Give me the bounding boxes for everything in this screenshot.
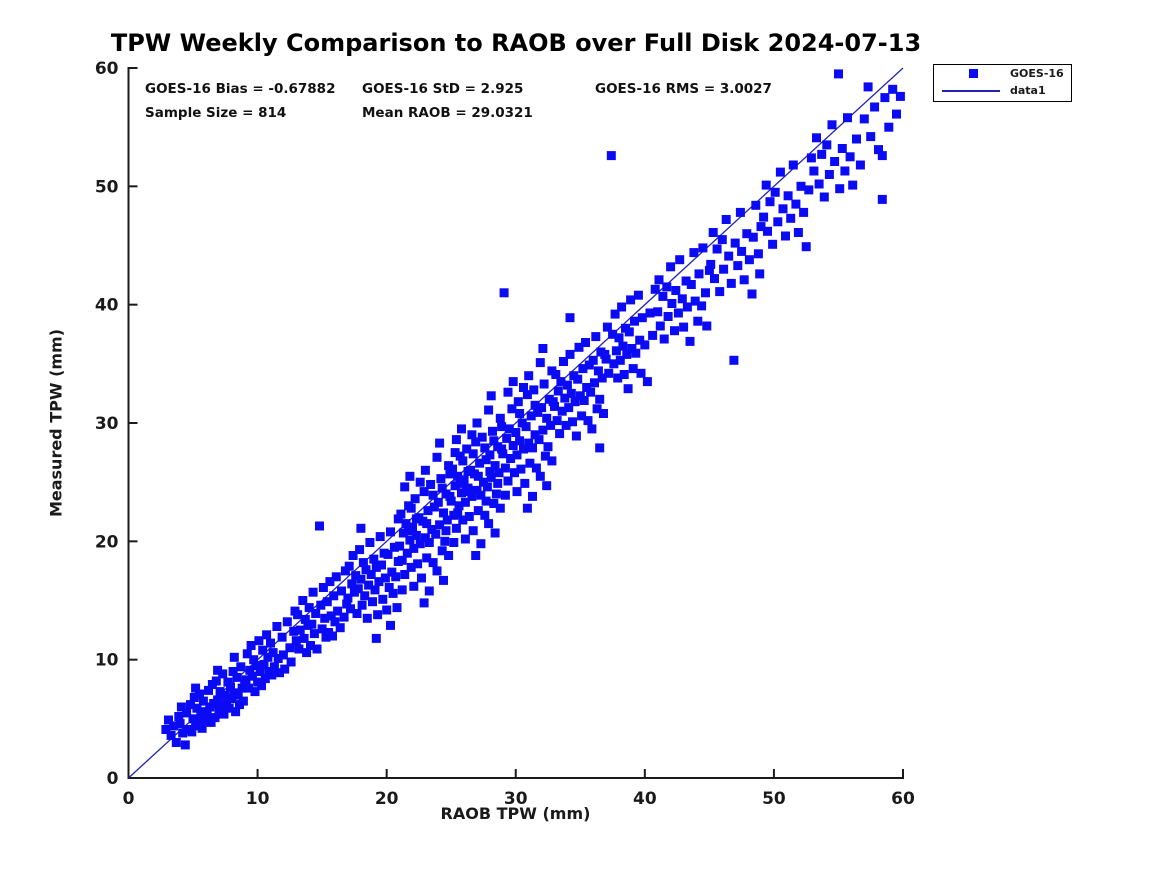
annotation-std: GOES-16 StD = 2.925 xyxy=(362,81,524,97)
y-tick-label: 20 xyxy=(95,532,119,552)
legend-square-marker-icon xyxy=(969,69,978,78)
legend: GOES-16 data1 xyxy=(933,64,1072,102)
y-axis-label: Measured TPW (mm) xyxy=(46,328,66,518)
x-tick-label: 60 xyxy=(891,789,915,809)
x-tick-label: 40 xyxy=(633,789,657,809)
legend-item-label: GOES-16 xyxy=(1010,67,1064,80)
x-tick-label: 20 xyxy=(375,789,399,809)
x-tick-label: 0 xyxy=(123,789,135,809)
y-tick-label: 10 xyxy=(95,651,119,671)
annotation-rms: GOES-16 RMS = 3.0027 xyxy=(595,81,772,97)
legend-line-icon xyxy=(942,90,1000,92)
legend-item-goes16: GOES-16 xyxy=(934,65,1071,82)
y-tick-label: 30 xyxy=(95,414,119,434)
annotation-bias: GOES-16 Bias = -0.67882 xyxy=(145,81,336,97)
x-tick-label: 30 xyxy=(504,789,528,809)
identity-line xyxy=(128,67,904,779)
chart-title: TPW Weekly Comparison to RAOB over Full … xyxy=(110,29,922,57)
y-tick-label: 60 xyxy=(95,59,119,79)
x-tick-label: 10 xyxy=(246,789,270,809)
scatter-points xyxy=(161,69,905,750)
y-tick-label: 50 xyxy=(95,177,119,197)
y-tick-label: 40 xyxy=(95,296,119,316)
legend-item-label: data1 xyxy=(1010,84,1046,97)
legend-item-data1: data1 xyxy=(934,82,1071,99)
annotation-sample-size: Sample Size = 814 xyxy=(145,105,287,121)
x-tick-label: 50 xyxy=(762,789,786,809)
y-tick-label: 0 xyxy=(107,769,119,789)
annotation-mean-raob: Mean RAOB = 29.0321 xyxy=(362,105,533,121)
x-axis-label: RAOB TPW (mm) xyxy=(440,804,591,823)
